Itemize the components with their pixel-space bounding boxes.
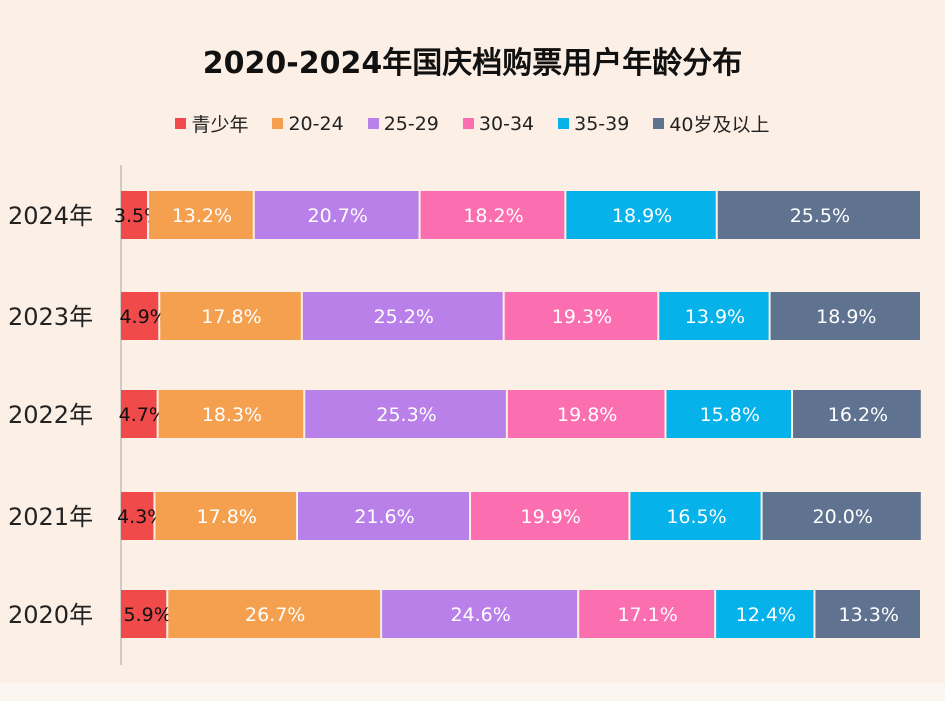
data-label: 13.9% [685,306,745,328]
legend-swatch [462,118,474,129]
bar-segment [630,492,761,540]
bar-segment [168,590,381,638]
legend-swatch [272,118,284,129]
bar-segment [716,590,814,638]
legend-label: 30-34 [478,112,535,135]
legend-swatch [558,118,570,129]
bar-segment [507,390,665,438]
bar-segment [121,292,159,340]
data-label: 18.3% [202,404,262,426]
data-label: 19.3% [552,306,612,328]
data-label: 13.2% [172,205,232,227]
data-label: 17.8% [197,506,257,528]
bar-segment [160,292,301,340]
legend-item: 35-39 [558,110,629,137]
bar-segment [121,492,154,540]
data-label: 26.7% [245,604,305,626]
data-label: 17.1% [617,604,677,626]
legend-item: 40岁及以上 [653,110,770,137]
bar-segment [504,292,658,340]
bar-segment [666,390,792,438]
bar-segment [579,590,715,638]
data-label: 4.7% [119,404,167,426]
data-label: 4.3% [117,506,165,528]
data-label: 13.3% [839,604,899,626]
legend-item: 30-34 [462,110,535,137]
data-label: 21.6% [354,506,414,528]
legend-label: 25-29 [383,112,439,135]
data-label: 17.8% [201,306,261,328]
data-label: 4.9% [119,306,167,328]
bar-segment [762,492,921,540]
legend-swatch [367,118,379,129]
legend-label: 20-24 [288,112,344,135]
bar-segment [815,590,920,638]
bar-segment [149,191,253,239]
bar-segment [305,390,506,438]
bar-segment [155,492,297,540]
bar-segment [770,292,920,340]
bar-segment [717,191,920,239]
bar-segment [302,292,503,340]
bar-segment [659,292,769,340]
legend-item: 青少年 [175,110,248,137]
legend-label: 35-39 [574,112,630,135]
bar-segment [121,590,167,638]
data-label: 18.2% [463,205,523,227]
legend-swatch [175,118,187,129]
chart-title: 2020-2024年国庆档购票用户年龄分布 [202,46,743,81]
legend-label: 40岁及以上 [669,114,770,136]
bar-segment [793,390,921,438]
legend-item: 20-24 [272,110,344,137]
bar-segment [566,191,716,239]
data-label: 19.9% [521,506,581,528]
data-label: 18.9% [612,205,672,227]
data-label: 12.4% [736,604,796,626]
bar-segment [420,191,565,239]
data-label: 18.9% [816,306,876,328]
y-tick-label: 2024年 [8,202,93,230]
y-tick-label: 2021年 [8,503,93,531]
data-label: 5.9% [123,604,171,626]
y-tick-label: 2023年 [8,303,93,331]
legend: 青少年 20-24 25-29 30-34 35-39 40岁及以上 [0,110,945,137]
bar-segment [382,590,578,638]
data-label: 24.6% [450,604,510,626]
y-tick-label: 2020年 [8,601,93,629]
data-label: 20.7% [307,205,367,227]
bar-segment [121,191,148,239]
data-label: 25.5% [790,205,850,227]
data-label: 25.2% [374,306,434,328]
bar-segment [121,390,157,438]
data-label: 16.2% [828,404,888,426]
bar-segment [254,191,419,239]
data-label: 25.3% [376,404,436,426]
bar-segment [298,492,470,540]
bar-segment [471,492,629,540]
data-label: 16.5% [666,506,726,528]
data-label: 15.8% [700,404,760,426]
bottom-strip [0,683,945,701]
legend-swatch [653,118,665,129]
bar-segment [158,390,304,438]
legend-label: 青少年 [191,114,249,136]
legend-item: 25-29 [367,110,439,137]
data-label: 20.0% [813,506,873,528]
data-label: 19.8% [557,404,617,426]
y-tick-label: 2022年 [8,401,93,429]
